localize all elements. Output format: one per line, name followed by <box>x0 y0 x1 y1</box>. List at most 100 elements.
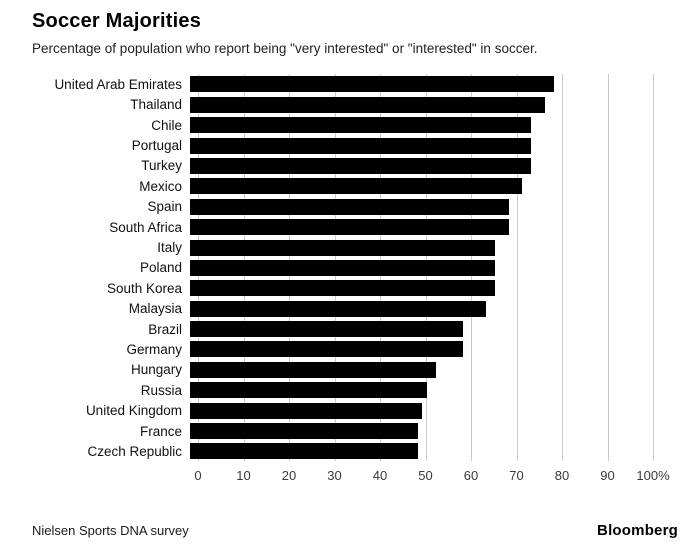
gridline <box>607 74 609 462</box>
axis-tick-label: 80 <box>554 467 570 483</box>
category-label: Chile <box>151 117 182 133</box>
bloomberg-logo: Bloomberg <box>597 522 678 539</box>
category-label: Malaysia <box>128 301 182 317</box>
bar <box>190 361 436 378</box>
category-label: South Africa <box>109 219 182 235</box>
axis-tick-label: 20 <box>281 467 297 483</box>
bar <box>190 300 486 317</box>
chart-row: Chile <box>32 115 680 135</box>
category-label: South Korea <box>106 280 182 296</box>
bar <box>190 239 495 256</box>
axis-tick-label: 0 <box>194 467 202 483</box>
bar-track <box>190 157 645 174</box>
bar-track <box>190 361 645 378</box>
bar-track <box>190 402 645 419</box>
chart-row: South Africa <box>32 217 680 237</box>
category-label: Russia <box>140 382 182 398</box>
chart-row: Turkey <box>32 156 680 176</box>
bar <box>190 96 545 113</box>
chart-row: Brazil <box>32 319 680 339</box>
category-label: Thailand <box>130 97 182 113</box>
bar-track <box>190 300 645 317</box>
gridline <box>562 74 563 462</box>
bar <box>190 382 427 399</box>
chart-row: Russia <box>32 380 680 400</box>
bar-chart: United Arab Emirates Thailand Chile Portuga… <box>32 74 680 489</box>
bar-track <box>190 76 645 93</box>
gridline <box>653 74 654 462</box>
chart-row: Mexico <box>32 176 680 196</box>
bar <box>190 219 509 236</box>
bar <box>190 341 463 358</box>
chart-row: Portugal <box>32 135 680 155</box>
bar <box>190 117 532 134</box>
bar-track <box>190 341 645 358</box>
bar-track <box>190 117 645 134</box>
axis-tick-label: 50 <box>418 467 433 483</box>
bar-track <box>190 239 645 256</box>
chart-row: United Arab Emirates <box>32 74 680 94</box>
source-note: Nielsen Sports DNA survey <box>32 523 189 538</box>
axis-tick-label: 100% <box>636 467 670 483</box>
chart-title: Soccer Majorities <box>32 10 202 32</box>
category-label: Turkey <box>141 158 182 174</box>
bar <box>190 259 495 276</box>
axis-tick-label: 70 <box>509 467 524 483</box>
bar <box>190 198 509 215</box>
chart-row: Hungary <box>32 360 680 380</box>
bar <box>190 402 423 419</box>
axis-tick-label: 60 <box>463 467 479 483</box>
bar <box>190 321 463 338</box>
chart-row: Thailand <box>32 95 680 115</box>
chart-row: Spain <box>32 197 680 217</box>
category-label: Portugal <box>131 138 182 154</box>
chart-footer: Nielsen Sports DNA survey Bloomberg <box>32 522 678 539</box>
bar <box>190 443 418 460</box>
chart-row: Malaysia <box>32 299 680 319</box>
bar <box>190 76 554 93</box>
bar-track <box>190 423 645 440</box>
category-label: France <box>139 423 182 439</box>
chart-row: South Korea <box>32 278 680 298</box>
bar <box>190 137 532 154</box>
bar-track <box>190 321 645 338</box>
bar-track <box>190 137 645 154</box>
axis-tick-label: 10 <box>236 467 251 483</box>
axis-tick-label: 40 <box>372 467 388 483</box>
bar <box>190 280 495 297</box>
chart-row: United Kingdom <box>32 400 680 420</box>
bar <box>190 178 523 195</box>
bar-track <box>190 382 645 399</box>
bar-track <box>190 280 645 297</box>
bar-track <box>190 198 645 215</box>
category-label: Germany <box>126 341 182 357</box>
bar <box>190 157 532 174</box>
category-label: Italy <box>157 240 182 256</box>
category-label: Mexico <box>139 178 182 194</box>
category-label: Spain <box>147 199 182 215</box>
chart-row: Italy <box>32 237 680 257</box>
gridline <box>516 74 518 462</box>
bar <box>190 423 418 440</box>
chart-row: Poland <box>32 258 680 278</box>
bar-track <box>190 259 645 276</box>
category-label: United Arab Emirates <box>54 76 182 92</box>
chart-row: Czech Republic <box>32 441 680 461</box>
chart-row: France <box>32 421 680 441</box>
x-axis: 0 10 20 30 40 50 60 70 80 90 100% <box>194 466 669 490</box>
bar-track <box>190 178 645 195</box>
bar-track <box>190 443 645 460</box>
axis-tick-label: 30 <box>327 467 342 483</box>
category-label: Poland <box>139 260 182 276</box>
bar-rows: United Arab Emirates Thailand Chile Portuga… <box>32 74 680 461</box>
axis-tick-label: 90 <box>600 467 615 483</box>
category-label: United Kingdom <box>85 403 182 419</box>
bar-track <box>190 219 645 236</box>
chart-row: Germany <box>32 339 680 359</box>
category-label: Hungary <box>130 362 182 378</box>
category-label: Czech Republic <box>87 443 182 459</box>
bar-track <box>190 96 645 113</box>
category-label: Brazil <box>148 321 182 337</box>
chart-subtitle: Percentage of population who report bein… <box>32 41 538 56</box>
